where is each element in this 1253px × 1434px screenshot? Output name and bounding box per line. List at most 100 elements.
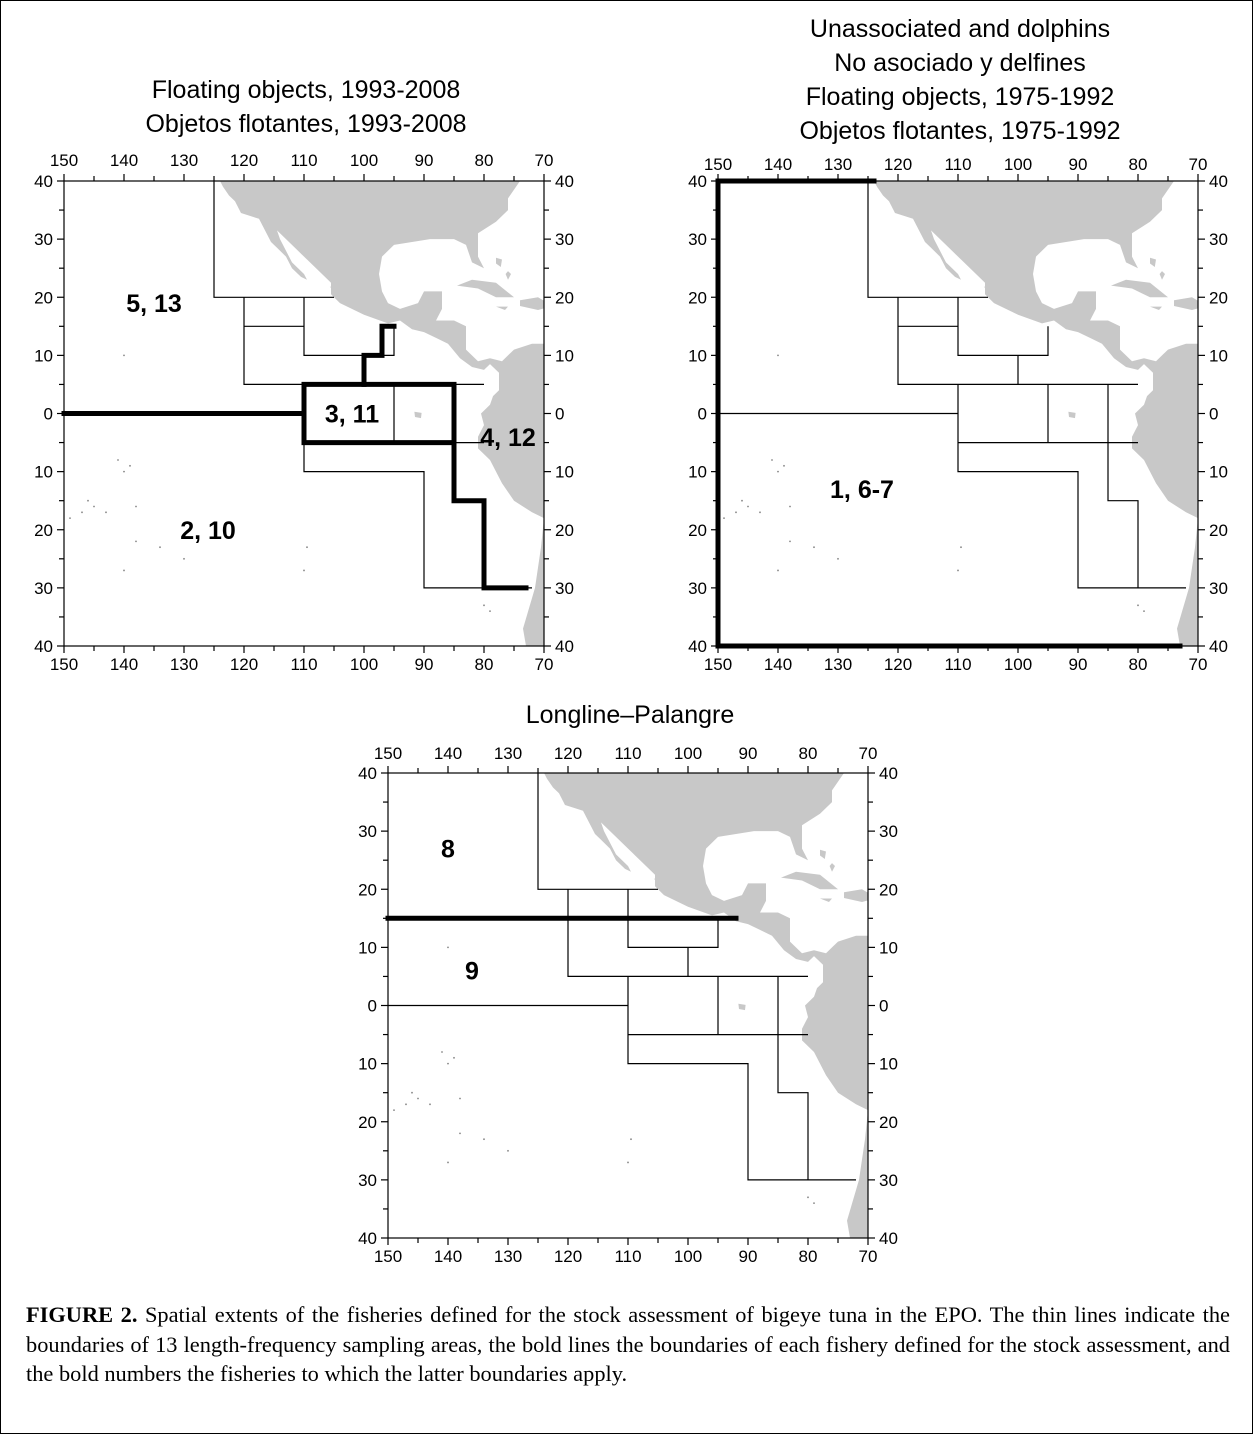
- island-dot: [135, 505, 137, 508]
- island: [781, 871, 838, 890]
- fishery-label: 2, 10: [180, 517, 236, 545]
- island-dot: [441, 1051, 443, 1053]
- longitude-tick-label: 140: [764, 155, 792, 174]
- map-area: [388, 773, 868, 1238]
- sampling-area-boundary: [1107, 384, 1139, 588]
- latitude-tick-label: 10: [555, 463, 574, 482]
- longitude-tick-label: 100: [1004, 155, 1032, 174]
- latitude-tick-label: 40: [879, 1229, 898, 1248]
- longitude-tick-label: 100: [350, 151, 378, 170]
- island: [1159, 271, 1165, 280]
- longitude-tick-label: 70: [859, 1247, 878, 1266]
- latitude-tick-label: 30: [34, 230, 53, 249]
- island: [844, 889, 868, 902]
- fishery-label: 4, 12: [480, 424, 536, 452]
- longitude-tick-label: 120: [230, 655, 258, 674]
- island-dot: [129, 464, 131, 467]
- latitude-tick-label: 40: [555, 172, 574, 191]
- longitude-tick-label: 90: [1069, 655, 1088, 674]
- latitude-tick-label: 20: [1209, 521, 1228, 540]
- map-title: No asociado y delfines: [834, 49, 1086, 77]
- longitude-tick-label: 80: [1129, 655, 1148, 674]
- latitude-tick-label: 30: [555, 230, 574, 249]
- longitude-tick-label: 70: [535, 655, 554, 674]
- map-title: Objetos flotantes, 1975-1992: [799, 117, 1120, 145]
- latitude-tick-label: 20: [1209, 288, 1228, 307]
- latitude-tick-label: 40: [879, 764, 898, 783]
- longitude-tick-label: 70: [535, 151, 554, 170]
- island-dot: [747, 505, 749, 508]
- island: [505, 271, 511, 280]
- longitude-tick-label: 150: [374, 1247, 402, 1266]
- latitude-tick-label: 0: [1209, 405, 1218, 424]
- island-dot: [735, 511, 737, 514]
- island: [738, 1003, 746, 1011]
- island-dot: [807, 1196, 809, 1199]
- island-dot: [483, 1138, 485, 1141]
- map-area: [64, 181, 544, 646]
- island-dot: [183, 557, 185, 560]
- longitude-tick-label: 110: [614, 1247, 641, 1266]
- longitude-tick-label: 80: [799, 1247, 818, 1266]
- island: [820, 849, 826, 859]
- longitude-tick-label: 110: [290, 151, 317, 170]
- longitude-tick-label: 110: [944, 655, 971, 674]
- latitude-tick-label: 30: [688, 230, 707, 249]
- island-dot: [447, 946, 449, 949]
- island: [457, 279, 514, 298]
- island-dot: [87, 499, 89, 502]
- latitude-tick-label: 20: [688, 288, 707, 307]
- latitude-tick-label: 40: [688, 172, 707, 191]
- island-dot: [93, 505, 95, 508]
- map-title: Floating objects, 1993-2008: [152, 76, 461, 104]
- longitude-tick-label: 70: [1189, 655, 1208, 674]
- latitude-tick-label: 20: [34, 521, 53, 540]
- caption-text: Spatial extents of the fisheries defined…: [26, 1302, 1230, 1386]
- island-dot: [135, 540, 137, 543]
- latitude-tick-label: 30: [1209, 579, 1228, 598]
- island-dot: [303, 569, 305, 572]
- longitude-tick-label: 100: [674, 744, 702, 763]
- island-dot: [405, 1103, 407, 1106]
- fishery-label: 5, 13: [126, 290, 182, 318]
- island-dot: [837, 557, 839, 560]
- latitude-tick-label: 20: [688, 521, 707, 540]
- latitude-tick-label: 40: [34, 637, 53, 656]
- latitude-tick-label: 20: [358, 1113, 377, 1132]
- fishery-label: 9: [465, 958, 479, 986]
- latitude-tick-label: 10: [34, 346, 53, 365]
- latitude-tick-label: 0: [698, 405, 707, 424]
- longitude-tick-label: 150: [704, 655, 732, 674]
- latitude-tick-label: 0: [368, 997, 377, 1016]
- longitude-tick-label: 140: [434, 1247, 462, 1266]
- longitude-tick-label: 90: [739, 744, 758, 763]
- longitude-tick-label: 80: [475, 151, 494, 170]
- island-dot: [489, 610, 491, 613]
- latitude-tick-label: 10: [688, 463, 707, 482]
- island-dot: [813, 546, 815, 549]
- longitude-tick-label: 150: [704, 155, 732, 174]
- island-dot: [306, 546, 308, 549]
- sampling-area-boundary: [867, 181, 988, 298]
- latitude-tick-label: 10: [34, 463, 53, 482]
- longitude-tick-label: 120: [554, 744, 582, 763]
- longitude-tick-label: 130: [824, 155, 852, 174]
- latitude-tick-label: 30: [1209, 230, 1228, 249]
- island-dot: [771, 459, 773, 461]
- map-title: Unassociated and dolphins: [810, 15, 1110, 43]
- latitude-tick-label: 10: [555, 346, 574, 365]
- island-dot: [789, 540, 791, 543]
- longitude-tick-label: 100: [674, 1247, 702, 1266]
- longitude-tick-label: 120: [230, 151, 258, 170]
- island: [520, 297, 544, 310]
- island-dot: [777, 354, 779, 357]
- island-dot: [483, 604, 485, 607]
- sampling-area-boundary: [957, 297, 1049, 356]
- latitude-tick-label: 40: [34, 172, 53, 191]
- longitude-tick-label: 130: [494, 744, 522, 763]
- island-dot: [459, 1132, 461, 1135]
- fishery-label: 1, 6-7: [830, 476, 894, 504]
- longitude-tick-label: 80: [475, 655, 494, 674]
- longitude-tick-label: 90: [415, 655, 434, 674]
- map-title: Floating objects, 1975-1992: [806, 83, 1115, 111]
